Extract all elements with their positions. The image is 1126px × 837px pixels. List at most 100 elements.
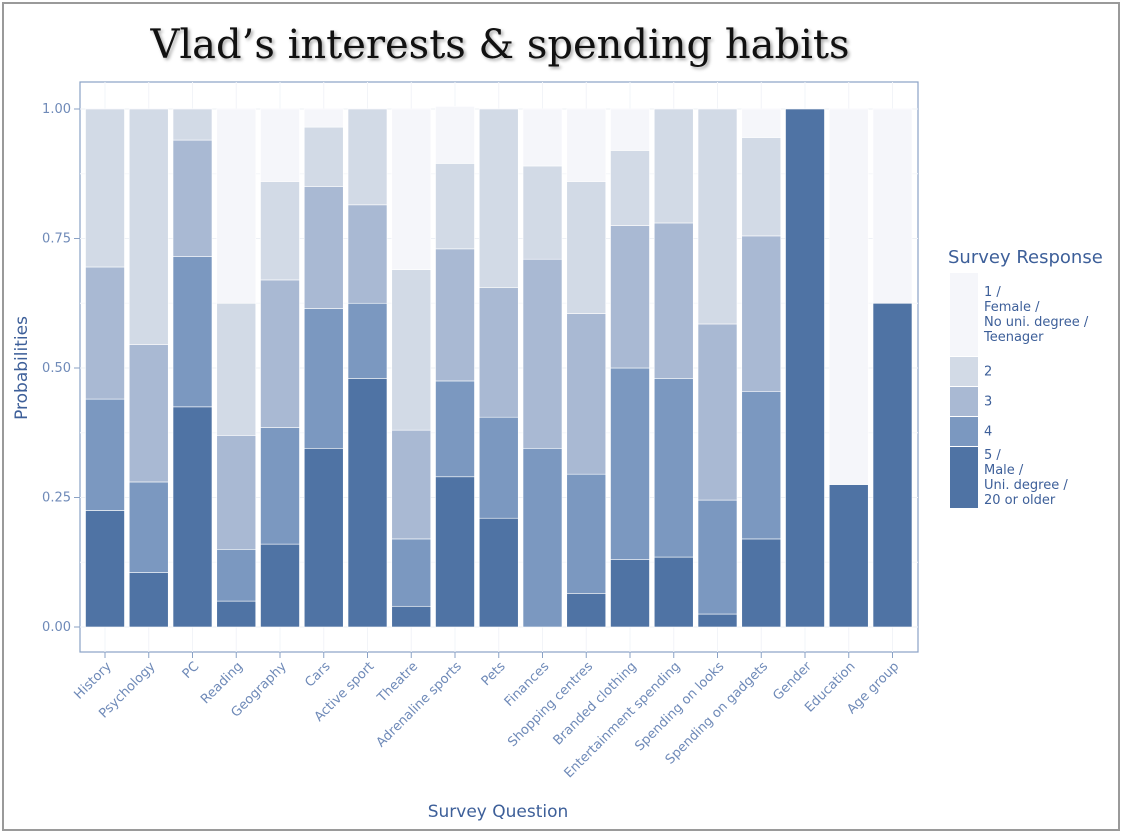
bar-segment [260,108,300,182]
legend-label: 4 [984,425,992,440]
bar-segment [128,481,169,573]
bar-segment [391,429,432,540]
bar-segment [347,108,388,206]
bar-segment [435,476,475,628]
bar-segment [653,378,694,558]
bar-segment [85,108,125,268]
bar-segment [216,600,257,628]
bar-segment [172,406,213,628]
bar-segment [260,543,300,628]
bar-segment [522,165,563,260]
legend-key [950,447,978,508]
bar-segment [828,484,869,628]
bar-segment [260,279,300,428]
bar-segment [85,266,125,400]
legend-label: 3 [984,395,992,410]
bar-segment [566,108,607,182]
bar-segment [391,108,432,270]
y-tick-label: 0.75 [42,232,71,247]
bar-segment [128,108,169,345]
bar-segment [216,108,257,304]
legend-label: 5 /Male / Uni. degree /20 or older [984,448,1068,508]
bar-segment [303,186,344,309]
bar-segment [610,559,650,628]
chart-title: Vlad’s interests & spending habits [150,22,850,68]
bar-segment [435,248,475,382]
legend-key [950,417,978,446]
y-tick-label: 1.00 [42,102,71,117]
bar-segment [522,447,563,628]
bar-segment [172,139,213,257]
y-tick-label: 0.00 [42,620,71,635]
bar-segment [85,510,125,628]
legend-title: Survey Response [948,247,1103,268]
bar-segment [872,108,913,304]
bar-segment [435,106,475,164]
bar-segment [391,269,432,431]
bar-segment [610,150,650,226]
bar-segment [303,308,344,449]
x-tick-label: Adrenaline sports [374,659,465,750]
bar-segment [653,556,694,628]
bar-segment [347,378,388,628]
bar-segment [522,108,563,167]
x-axis-title: Survey Question [428,802,569,822]
bar-segment [566,313,607,475]
bar-segment [478,287,519,418]
bar-segment [172,108,213,141]
y-axis-title: Probabilities [12,316,32,420]
bar-segment [435,380,475,478]
bar-segment [828,108,869,485]
bar-segment [785,108,825,628]
legend-key [950,357,978,386]
bar-segment [741,391,782,540]
bar-segment [391,538,432,607]
bar-segment [128,344,169,483]
bar-segment [522,258,563,449]
legend-key [950,273,978,356]
y-tick-label: 0.50 [42,361,71,376]
y-tick-label: 0.25 [42,491,71,506]
bar-segment [653,108,694,224]
bar-segment [610,108,650,151]
bar-segment [303,126,344,187]
x-tick-label: History [72,659,116,703]
x-tick-label: Gender [770,659,815,704]
bar-segment [435,163,475,250]
bar-segment [697,323,738,501]
bar-segment [260,427,300,545]
bar-segment [566,593,607,628]
legend: Survey Response 1 /Female / No uni. degre… [948,247,1103,508]
bar-segment [347,204,388,304]
x-tick-label: Cars [302,659,333,690]
x-tick-label: Branded clothing [551,659,640,748]
bar-segment [697,499,738,615]
bar-segment [610,367,650,560]
bar-segment [872,302,913,628]
bar-segment [172,256,213,408]
x-tick-label: PC [180,659,203,682]
bar-segment [303,108,344,128]
bar-segment [347,302,388,379]
y-axis: 0.00 0.25 0.50 0.75 1.00 [42,102,80,635]
bar-segment [566,181,607,314]
bar-segment [216,548,257,602]
x-tick-label: Pets [479,659,509,689]
bar-segment [653,222,694,379]
legend-label: 2 [984,365,992,380]
bar-segment [216,302,257,436]
bar-segment [566,473,607,594]
bar-segment [478,517,519,628]
bar-segment [741,538,782,628]
bar-segment [478,108,519,289]
bar-segment [128,572,169,628]
legend-label: 1 /Female / No uni. degree / Teenager [983,285,1089,345]
bar-segment [697,613,738,628]
bar-segment [697,108,738,325]
bar-segment [478,416,519,519]
bar-segment [610,225,650,369]
bar-segment [391,605,432,628]
bar-segment [303,447,344,628]
